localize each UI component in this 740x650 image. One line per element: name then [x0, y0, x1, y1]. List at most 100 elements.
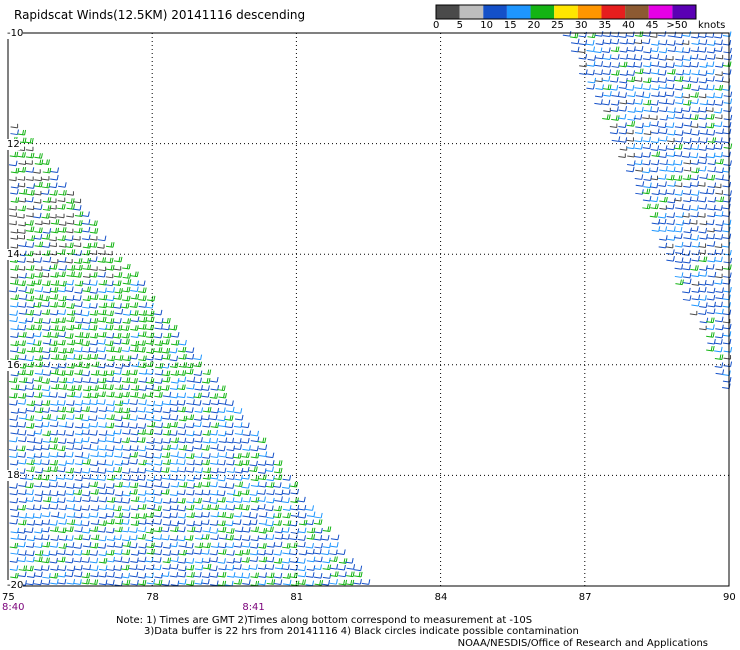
wind-barb-feather	[184, 392, 187, 398]
wind-barb-staff	[97, 350, 105, 353]
wind-barb-staff	[218, 486, 226, 489]
wind-barb-feather	[127, 273, 130, 279]
wind-barb-feather	[125, 391, 128, 398]
wind-barb-feather	[72, 377, 75, 384]
wind-barb	[81, 249, 91, 256]
wind-barb-staff	[122, 365, 130, 368]
wind-barb	[57, 309, 67, 316]
wind-barb-staff	[257, 492, 265, 495]
wind-barb-staff	[81, 366, 89, 369]
wind-barb-feather	[161, 323, 163, 330]
wind-barb-staff	[610, 50, 619, 53]
wind-barb-feather	[201, 542, 204, 548]
wind-barb-staff	[202, 567, 210, 570]
wind-barb-staff	[129, 305, 137, 308]
wind-barb-feather	[248, 572, 251, 579]
wind-barb	[120, 526, 130, 533]
wind-barb-staff	[170, 508, 178, 511]
wind-barb-feather	[111, 280, 114, 286]
wind-barb-feather	[144, 362, 147, 368]
wind-barb-feather	[278, 558, 281, 564]
wind-barb-feather	[64, 362, 67, 368]
wind-barb-staff	[162, 516, 170, 519]
wind-barb	[121, 325, 130, 331]
wind-barb	[57, 204, 66, 210]
wind-barb-staff	[81, 215, 89, 218]
wind-barb-staff	[194, 410, 202, 413]
wind-barb-feather	[576, 32, 579, 39]
wind-barb-staff	[41, 178, 50, 181]
wind-barb-feather	[205, 534, 208, 540]
wind-barb-feather	[57, 280, 60, 286]
wind-barb	[177, 370, 187, 376]
wind-barb-staff	[250, 440, 258, 443]
wind-barb	[265, 534, 275, 540]
wind-barb-staff	[50, 515, 58, 518]
wind-barb-staff	[145, 515, 153, 518]
wind-barb	[273, 474, 283, 481]
wind-barb-staff	[233, 425, 242, 428]
wind-barb	[305, 505, 315, 511]
wind-barb-staff	[202, 373, 210, 376]
wind-barb	[569, 32, 579, 39]
wind-barb-staff	[170, 524, 178, 527]
wind-barb-feather	[344, 571, 347, 577]
wind-barb-staff	[65, 493, 74, 496]
wind-barb-feather	[56, 542, 59, 548]
wind-barb	[161, 452, 171, 459]
wind-barb-feather	[72, 459, 75, 465]
wind-barb-feather	[119, 384, 122, 390]
wind-barb-feather	[86, 549, 89, 555]
wind-barb	[282, 548, 291, 555]
wind-barb	[145, 519, 154, 525]
wind-barb-feather	[222, 549, 225, 555]
wind-barb	[26, 258, 35, 263]
wind-barb	[233, 453, 242, 459]
wind-barb-feather	[222, 392, 225, 399]
wind-barb-feather	[40, 579, 43, 585]
wind-barb-staff	[345, 561, 353, 564]
wind-barb-staff	[169, 447, 177, 450]
wind-barb-staff	[130, 336, 138, 339]
wind-barb	[178, 549, 187, 556]
wind-barb	[106, 475, 116, 481]
wind-barb-feather	[31, 309, 34, 316]
wind-barb-staff	[58, 358, 66, 361]
wind-barb	[201, 391, 210, 398]
wind-barb-feather	[87, 264, 90, 270]
wind-barb-feather	[184, 437, 187, 443]
wind-barb-staff	[137, 507, 146, 510]
wind-barb	[120, 302, 130, 309]
wind-barb-feather	[81, 459, 84, 465]
wind-barb-staff	[66, 268, 74, 271]
wind-barb-feather	[56, 325, 59, 331]
wind-barb-feather	[160, 406, 163, 413]
wind-barb-feather	[71, 286, 74, 292]
wind-barb-feather	[127, 391, 130, 398]
wind-barb-feather	[142, 362, 145, 368]
wind-barb-staff	[129, 426, 137, 429]
wind-barb-feather	[105, 294, 108, 300]
wind-barb	[154, 354, 164, 361]
wind-barb	[10, 279, 19, 285]
wind-barb-staff	[202, 500, 210, 503]
wind-barb-staff	[210, 380, 218, 383]
wind-barb	[57, 406, 67, 413]
wind-barb-staff	[169, 538, 177, 541]
wind-barb-staff	[82, 447, 90, 450]
wind-barb	[42, 496, 52, 503]
wind-barb-feather	[183, 526, 186, 532]
wind-barb	[17, 504, 27, 511]
wind-barb	[153, 511, 163, 518]
wind-barb-staff	[73, 523, 81, 526]
wind-barb	[242, 445, 251, 451]
wind-barb-staff	[643, 51, 651, 54]
wind-barb-feather	[24, 571, 27, 577]
wind-barb	[81, 370, 91, 377]
wind-barb	[154, 369, 164, 376]
wind-barb	[610, 46, 620, 53]
wind-barb-staff	[106, 478, 114, 481]
wind-barb-feather	[121, 308, 124, 315]
wind-barb-feather	[25, 309, 28, 315]
wind-barb-staff	[49, 507, 57, 510]
